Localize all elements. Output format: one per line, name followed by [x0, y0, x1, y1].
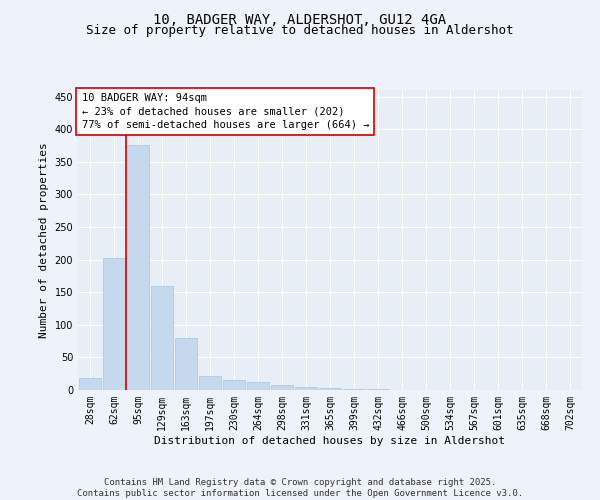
Text: Size of property relative to detached houses in Aldershot: Size of property relative to detached ho…	[86, 24, 514, 37]
Bar	[295, 386, 317, 390]
Bar	[151, 286, 173, 390]
Y-axis label: Number of detached properties: Number of detached properties	[39, 142, 49, 338]
Bar	[319, 388, 341, 390]
Bar	[223, 380, 245, 390]
Text: 10 BADGER WAY: 94sqm
← 23% of detached houses are smaller (202)
77% of semi-deta: 10 BADGER WAY: 94sqm ← 23% of detached h…	[82, 94, 369, 130]
X-axis label: Distribution of detached houses by size in Aldershot: Distribution of detached houses by size …	[155, 436, 505, 446]
Text: 10, BADGER WAY, ALDERSHOT, GU12 4GA: 10, BADGER WAY, ALDERSHOT, GU12 4GA	[154, 12, 446, 26]
Text: Contains HM Land Registry data © Crown copyright and database right 2025.
Contai: Contains HM Land Registry data © Crown c…	[77, 478, 523, 498]
Bar	[79, 378, 101, 390]
Bar	[103, 258, 125, 390]
Bar	[271, 386, 293, 390]
Bar	[247, 382, 269, 390]
Bar	[199, 376, 221, 390]
Bar	[343, 388, 365, 390]
Bar	[175, 338, 197, 390]
Bar	[127, 146, 149, 390]
